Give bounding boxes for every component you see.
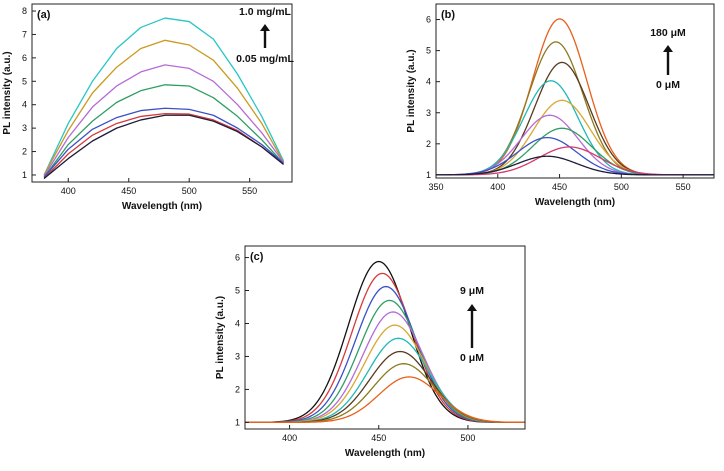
panel-label: (b) [441,9,455,21]
arrow-up-icon [663,45,673,52]
x-axis-label: Wavelength (nm) [345,448,425,459]
x-tick-label: 500 [182,186,197,196]
series-line-5 [43,107,284,178]
arrow-up-icon [467,304,477,311]
panel-label: (c) [250,251,264,263]
series-line-6 [436,114,714,176]
x-tick-label: 500 [614,182,629,192]
y-axis-label: PL intensity (a.u.) [406,49,417,132]
plot-frame [244,245,526,430]
y-tick-label: 2 [235,384,240,394]
y-axis-label: PL intensity (a.u.) [215,296,226,379]
series-line-1 [43,17,285,176]
y-tick-label: 3 [426,108,431,118]
series-line-2 [43,39,285,176]
panel-label: (a) [37,9,51,21]
x-tick-label: 350 [428,182,443,192]
series-group [43,17,285,179]
series-line-10 [436,155,714,176]
y-tick-label: 5 [235,286,240,296]
annotation-top: 1.0 mg/mL [239,6,292,18]
y-tick-label: 4 [426,77,431,87]
y-tick-label: 6 [426,15,431,25]
arrow-up-icon [260,24,270,31]
annotation-bottom: 0.05 mg/mL [236,53,294,65]
y-tick-label: 4 [235,318,240,328]
series-group [245,260,525,424]
y-tick-label: 1 [22,170,27,180]
series-line-4 [436,80,714,176]
x-tick-label: 450 [371,433,386,443]
chart-panel-b: 350 400 450 500 550 1 2 3 4 5 6 Wavelength (nm) PL i… [406,3,715,208]
series-line-7 [245,337,525,424]
y-tick-label: 4 [22,100,27,110]
y-axis-label: PL intensity (a.u.) [2,51,13,134]
annotation-bottom: 0 μM [656,79,680,91]
x-tick-label: 400 [282,433,297,443]
annotation-bottom: 0 μM [460,352,484,364]
y-tick-label: 2 [22,147,27,157]
y-tick-label: 1 [235,417,240,427]
x-tick-label: 500 [460,433,475,443]
chart-panel-c: 400 450 500 1 2 3 4 5 6 Wavelength (nm) PL intensi… [215,245,526,459]
chart-panel-a: 400 450 500 550 1 2 3 4 5 6 7 8 Wavelength (nm) PL in… [2,3,294,212]
series-line-9 [245,363,525,424]
y-tick-label: 5 [426,46,431,56]
y-tick-label: 3 [235,351,240,361]
series-line-7 [43,114,284,179]
plot-frame [31,3,293,183]
y-tick-label: 8 [22,6,27,16]
x-tick-label: 400 [61,186,76,196]
plot-frame [435,3,715,179]
x-axis-label: Wavelength (nm) [535,197,615,208]
x-axis-label: Wavelength (nm) [122,201,202,212]
annotation-top: 9 μM [460,285,484,297]
series-line-3 [43,64,285,177]
x-tick-label: 550 [676,182,691,192]
y-tick-label: 2 [426,139,431,149]
y-tick-label: 6 [22,53,27,63]
x-tick-label: 450 [121,186,136,196]
series-line-8 [436,136,714,176]
y-tick-label: 7 [22,29,27,39]
series-line-5 [245,311,525,424]
y-tick-label: 6 [235,253,240,263]
x-tick-label: 450 [552,182,567,192]
series-line-6 [43,112,284,179]
series-line-10 [245,376,525,424]
y-tick-label: 3 [22,123,27,133]
annotation-top: 180 μM [650,27,686,39]
y-tick-label: 5 [22,76,27,86]
x-tick-label: 550 [242,186,257,196]
x-tick-label: 400 [490,182,505,192]
series-line-4 [43,84,285,178]
series-group [436,18,714,176]
y-tick-label: 1 [426,170,431,180]
